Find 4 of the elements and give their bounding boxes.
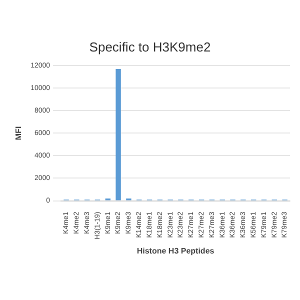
x-axis-title: Histone H3 Peptides [136, 246, 215, 256]
bar [116, 68, 121, 200]
y-axis-title: MFI [14, 126, 24, 140]
chart-title: Specific to H3K9me2 [89, 39, 211, 54]
